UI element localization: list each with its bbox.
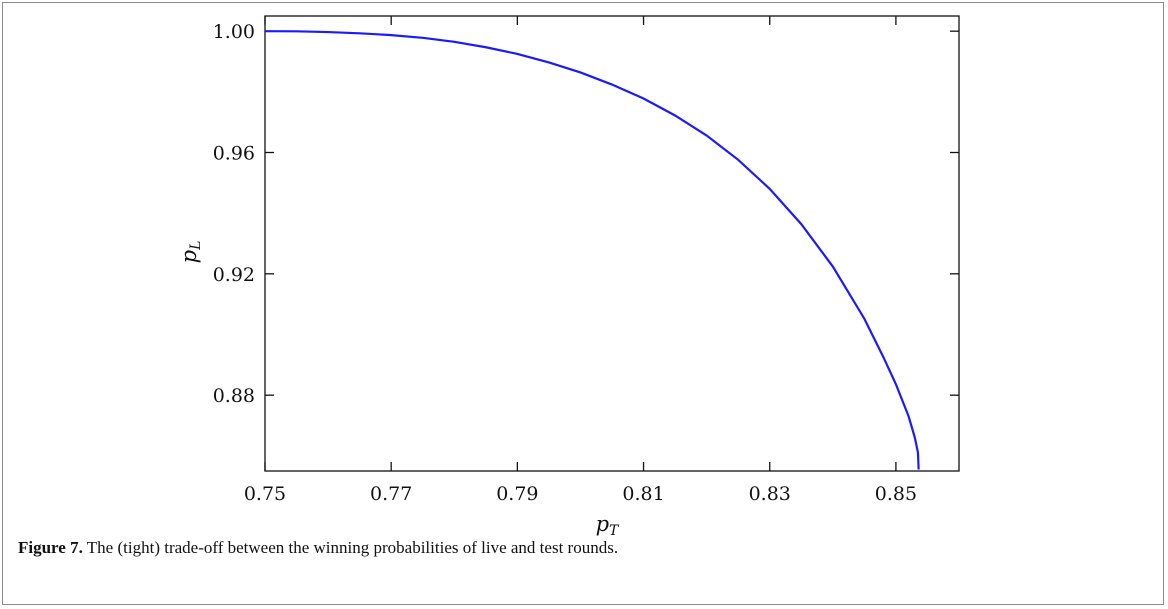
x-tick-label-5: 0.85 [875, 483, 917, 505]
x-tick-label-0: 0.75 [244, 483, 286, 505]
y-axis-label: pL [177, 241, 204, 264]
x-tick-label-4: 0.83 [749, 483, 791, 505]
y-tick-label-2: 0.96 [213, 143, 255, 165]
y-tick-label-1: 0.92 [213, 264, 255, 286]
figure-caption: Figure 7. The (tight) trade-off between … [18, 538, 1148, 558]
x-tick-label-3: 0.81 [622, 483, 664, 505]
x-axis-label: pT [596, 512, 620, 539]
caption-label: Figure 7. [18, 538, 83, 557]
x-tick-label-2: 0.79 [496, 483, 538, 505]
y-axis-ticks: 0.88 0.92 0.96 1.00 [213, 21, 959, 407]
plot-area-border [264, 15, 960, 472]
x-axis-ticks: 0.75 0.77 0.79 0.81 0.83 0.85 [244, 16, 917, 505]
x-tick-label-1: 0.77 [370, 483, 412, 505]
y-tick-label-3: 1.00 [213, 21, 255, 43]
series-line [264, 30, 920, 470]
caption-text: The (tight) trade-off between the winnin… [82, 538, 619, 557]
y-tick-label-0: 0.88 [213, 385, 255, 407]
